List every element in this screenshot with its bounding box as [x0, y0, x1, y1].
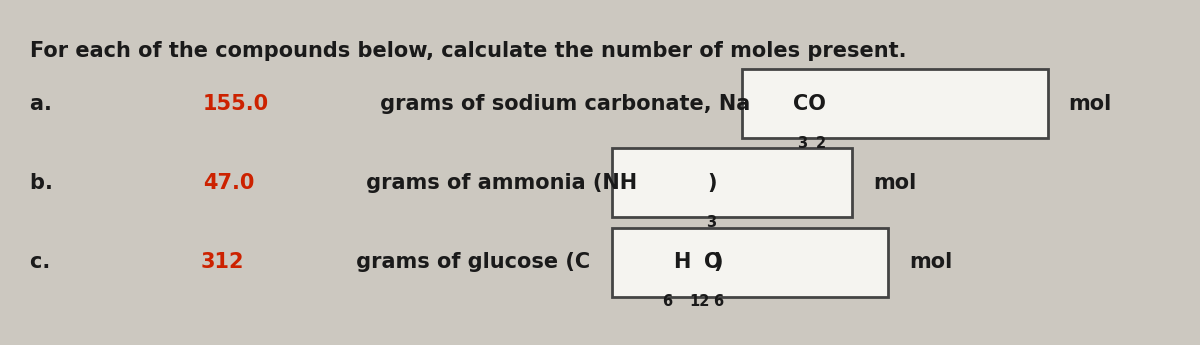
- Text: ): ): [708, 173, 718, 193]
- Text: c.: c.: [30, 252, 58, 272]
- Text: grams of glucose (C: grams of glucose (C: [349, 252, 590, 272]
- Text: 12: 12: [689, 294, 709, 309]
- Text: 6: 6: [714, 294, 724, 309]
- Text: 3: 3: [797, 136, 808, 151]
- Text: For each of the compounds below, calculate the number of moles present.: For each of the compounds below, calcula…: [30, 41, 906, 61]
- Text: CO: CO: [793, 93, 826, 114]
- Text: 155.0: 155.0: [203, 93, 269, 114]
- Text: O: O: [704, 252, 722, 272]
- Text: 312: 312: [200, 252, 245, 272]
- Text: 2: 2: [816, 136, 827, 151]
- Text: mol: mol: [1068, 93, 1111, 114]
- Text: 3: 3: [707, 215, 716, 230]
- Text: 47.0: 47.0: [203, 173, 254, 193]
- Text: grams of sodium carbonate, Na: grams of sodium carbonate, Na: [373, 93, 750, 114]
- FancyBboxPatch shape: [742, 69, 1048, 138]
- Text: H: H: [673, 252, 690, 272]
- Text: a.: a.: [30, 93, 59, 114]
- FancyBboxPatch shape: [612, 228, 888, 297]
- Text: grams of ammonia (NH: grams of ammonia (NH: [359, 173, 637, 193]
- Text: b.: b.: [30, 173, 60, 193]
- Text: 6: 6: [661, 294, 672, 309]
- Text: mol: mol: [910, 252, 953, 272]
- FancyBboxPatch shape: [612, 148, 852, 217]
- Text: ): ): [713, 252, 722, 272]
- Text: mol: mol: [874, 173, 917, 193]
